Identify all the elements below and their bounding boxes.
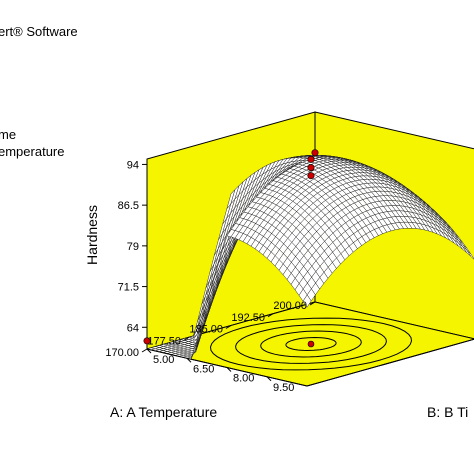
design-point xyxy=(311,149,319,157)
z-tick-label: 86.5 xyxy=(118,200,139,212)
y-tick-label: 6.50 xyxy=(193,363,214,375)
x-tick-mark xyxy=(141,348,148,353)
x-tick-mark xyxy=(225,325,232,329)
design-points xyxy=(143,149,319,345)
z-axis-title: Hardness xyxy=(84,205,100,265)
contour-line xyxy=(209,317,413,371)
software-label: ert® Software xyxy=(0,24,78,39)
design-point xyxy=(307,155,315,163)
z-tick-label: 71.5 xyxy=(118,282,139,294)
x-tick-mark xyxy=(309,301,316,306)
z-tick-label: 79 xyxy=(127,241,139,253)
y-tick-mark xyxy=(266,376,272,382)
floor-contours xyxy=(209,317,413,371)
contour-line xyxy=(260,330,362,358)
design-point xyxy=(307,164,315,172)
response-surface xyxy=(146,155,474,360)
x-tick-label: 192.50 xyxy=(231,312,265,324)
design-point xyxy=(307,172,315,180)
x-tick-mark xyxy=(267,313,274,318)
z-axis: 64 71.5 79 86.5 94 xyxy=(118,159,147,334)
x-tick-label: 170.00 xyxy=(105,347,139,359)
contour-center-point xyxy=(307,340,315,348)
contour-line xyxy=(235,324,387,364)
y-tick-label: 9.50 xyxy=(273,382,294,394)
y-axis-title: B: B Ti xyxy=(427,404,468,420)
y-tick-label: 8.00 xyxy=(233,373,254,385)
floor-front-edge-b xyxy=(306,338,474,387)
y-tick-mark xyxy=(146,348,152,354)
factor-label-time: me xyxy=(0,127,16,142)
x-axis: 170.00 177.50 185.00 192.50 200.00 xyxy=(105,300,316,359)
y-axis: 5.00 6.50 8.00 9.50 xyxy=(146,348,294,394)
x-axis-title: A: A Temperature xyxy=(110,404,217,420)
x-tick-label: 185.00 xyxy=(189,324,223,336)
z-tick-label: 64 xyxy=(127,322,139,334)
y-tick-mark xyxy=(226,367,232,372)
factor-label-temperature: emperature xyxy=(0,144,64,159)
y-tick-label: 5.00 xyxy=(153,354,174,366)
design-point xyxy=(143,337,151,345)
contour-line xyxy=(285,336,337,352)
surface-cell xyxy=(302,294,312,308)
x-tick-mark xyxy=(183,336,190,341)
z-tick-label: 94 xyxy=(127,159,139,171)
x-tick-label: 200.00 xyxy=(273,300,307,312)
x-tick-label: 177.50 xyxy=(147,335,181,347)
y-tick-mark xyxy=(186,357,192,363)
